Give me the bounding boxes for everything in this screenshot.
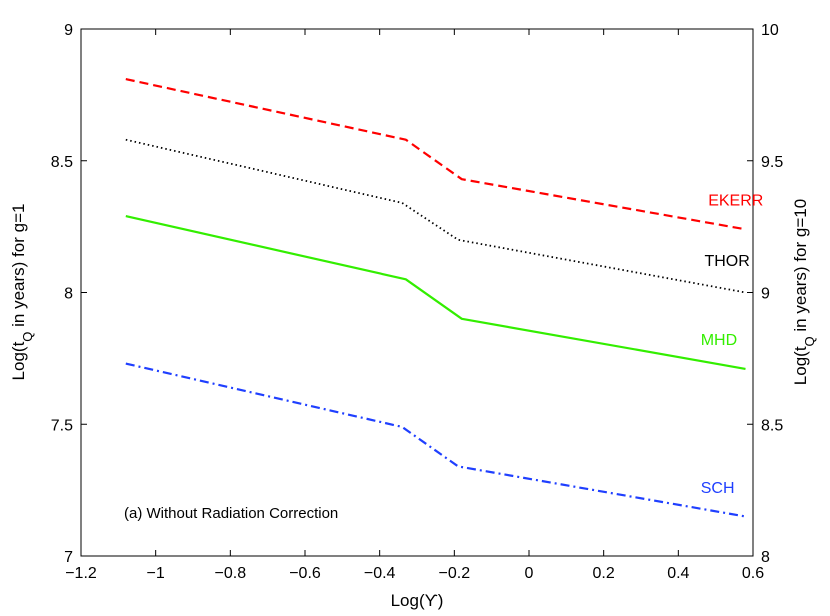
- series-line-sch: [125, 362, 746, 518]
- y-left-axis-title: Log(tQ in years) for g=1: [9, 204, 35, 381]
- x-tick-label: −0.2: [439, 565, 471, 582]
- x-tick-label: 0: [525, 565, 534, 582]
- series-group: [125, 78, 746, 518]
- y-left-tick-label: 8: [64, 286, 73, 303]
- y-right-tick-label: 9: [761, 286, 770, 303]
- x-tick-label: −1: [147, 565, 165, 582]
- series-label-thor: THOR: [704, 253, 749, 270]
- y-right-axis-title: Log(tQ in years) for g=10: [791, 199, 817, 385]
- y-right-tick-label: 8.5: [761, 417, 783, 434]
- y-right-tick-label: 8: [761, 549, 770, 566]
- y-left-tick-label: 7: [64, 549, 73, 566]
- y-right-tick-label: 9.5: [761, 154, 783, 171]
- y-left-tick-label: 7.5: [51, 417, 73, 434]
- x-tick-label: −1.2: [65, 565, 97, 582]
- y-left-tick-label: 8.5: [51, 154, 73, 171]
- x-axis-title: Log(ϒ): [391, 591, 444, 610]
- x-tick-label: 0.4: [667, 565, 689, 582]
- series-line-ekerr: [125, 78, 746, 231]
- chart-annotation: (a) Without Radiation Correction: [124, 505, 338, 522]
- axis-ticks: −1.2 −1 −0.8 −0.6 −0.4 −0.2 0 0.2 0.4 0.6 7 7.5 8 8.5…: [51, 22, 784, 582]
- x-tick-label: −0.4: [364, 565, 396, 582]
- series-label-sch: SCH: [701, 480, 735, 497]
- y-right-tick-label: 10: [761, 22, 779, 39]
- series-label-mhd: MHD: [701, 332, 737, 349]
- x-tick-label: 0.6: [742, 565, 764, 582]
- series-label-ekerr: EKERR: [708, 193, 763, 210]
- x-tick-label: 0.2: [593, 565, 615, 582]
- y-left-tick-label: 9: [64, 22, 73, 39]
- x-tick-label: −0.6: [289, 565, 321, 582]
- series-labels: EKERR THOR MHD SCH: [701, 193, 764, 497]
- x-tick-label: −0.8: [215, 565, 247, 582]
- series-line-mhd: [125, 215, 746, 370]
- plot-area: [80, 28, 754, 557]
